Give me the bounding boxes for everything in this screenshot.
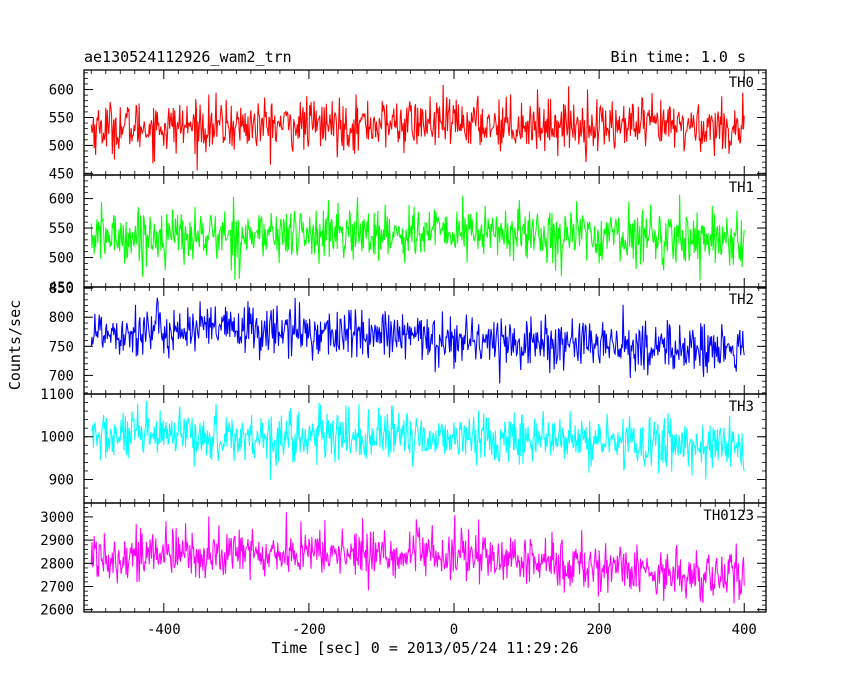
x-tick-label: 200 <box>586 622 611 638</box>
chart-title: ae130524112926_wam2_trn <box>84 48 292 66</box>
series-line-th2 <box>90 297 745 384</box>
y-tick-label: 450 <box>49 166 74 182</box>
y-tick-label: 750 <box>49 339 74 355</box>
panel-label-th3: TH3 <box>729 399 754 415</box>
y-tick-label: 500 <box>49 251 74 267</box>
series-line-th1 <box>90 194 745 281</box>
panel-label-th0123: TH0123 <box>703 508 754 524</box>
panels-group: 450 500 550 600 TH0 450 500 550 600 TH1 700 750 800 8… <box>40 69 767 638</box>
y-tick-label: 3000 <box>40 510 74 526</box>
y-tick-label: 850 <box>49 281 74 297</box>
y-axis-label: Counts/sec <box>6 300 24 390</box>
series-line-th0123 <box>90 512 745 604</box>
x-tick-label: -400 <box>147 622 181 638</box>
series-line-th0 <box>90 84 745 171</box>
y-tick-label: 600 <box>49 192 74 208</box>
y-tick-label: 2900 <box>40 533 74 549</box>
y-tick-label: 450 <box>49 280 74 296</box>
y-tick-label: 2600 <box>40 603 74 619</box>
y-tick-label: 550 <box>49 110 74 126</box>
y-tick-label: 500 <box>49 138 74 154</box>
y-tick-label: 1000 <box>40 430 74 446</box>
y-tick-label: 900 <box>49 472 74 488</box>
x-tick-label: 0 <box>450 622 458 638</box>
x-axis-label: Time [sec] 0 = 2013/05/24 11:29:26 <box>271 639 578 657</box>
series-line-th3 <box>91 400 745 480</box>
panel-label-th1: TH1 <box>729 180 754 196</box>
y-tick-label: 700 <box>49 368 74 384</box>
x-tick-label: 400 <box>732 622 757 638</box>
y-tick-label: 2700 <box>40 579 74 595</box>
panel-label-th0: TH0 <box>729 75 754 91</box>
y-tick-label: 600 <box>49 83 74 99</box>
y-tick-label: 2800 <box>40 556 74 572</box>
x-tick-label: -200 <box>292 622 326 638</box>
y-tick-label: 550 <box>49 221 74 237</box>
y-tick-label: 800 <box>49 310 74 326</box>
y-tick-label: 1100 <box>40 387 74 403</box>
panel-label-th2: TH2 <box>729 292 754 308</box>
bin-time-label: Bin time: 1.0 s <box>611 48 746 66</box>
